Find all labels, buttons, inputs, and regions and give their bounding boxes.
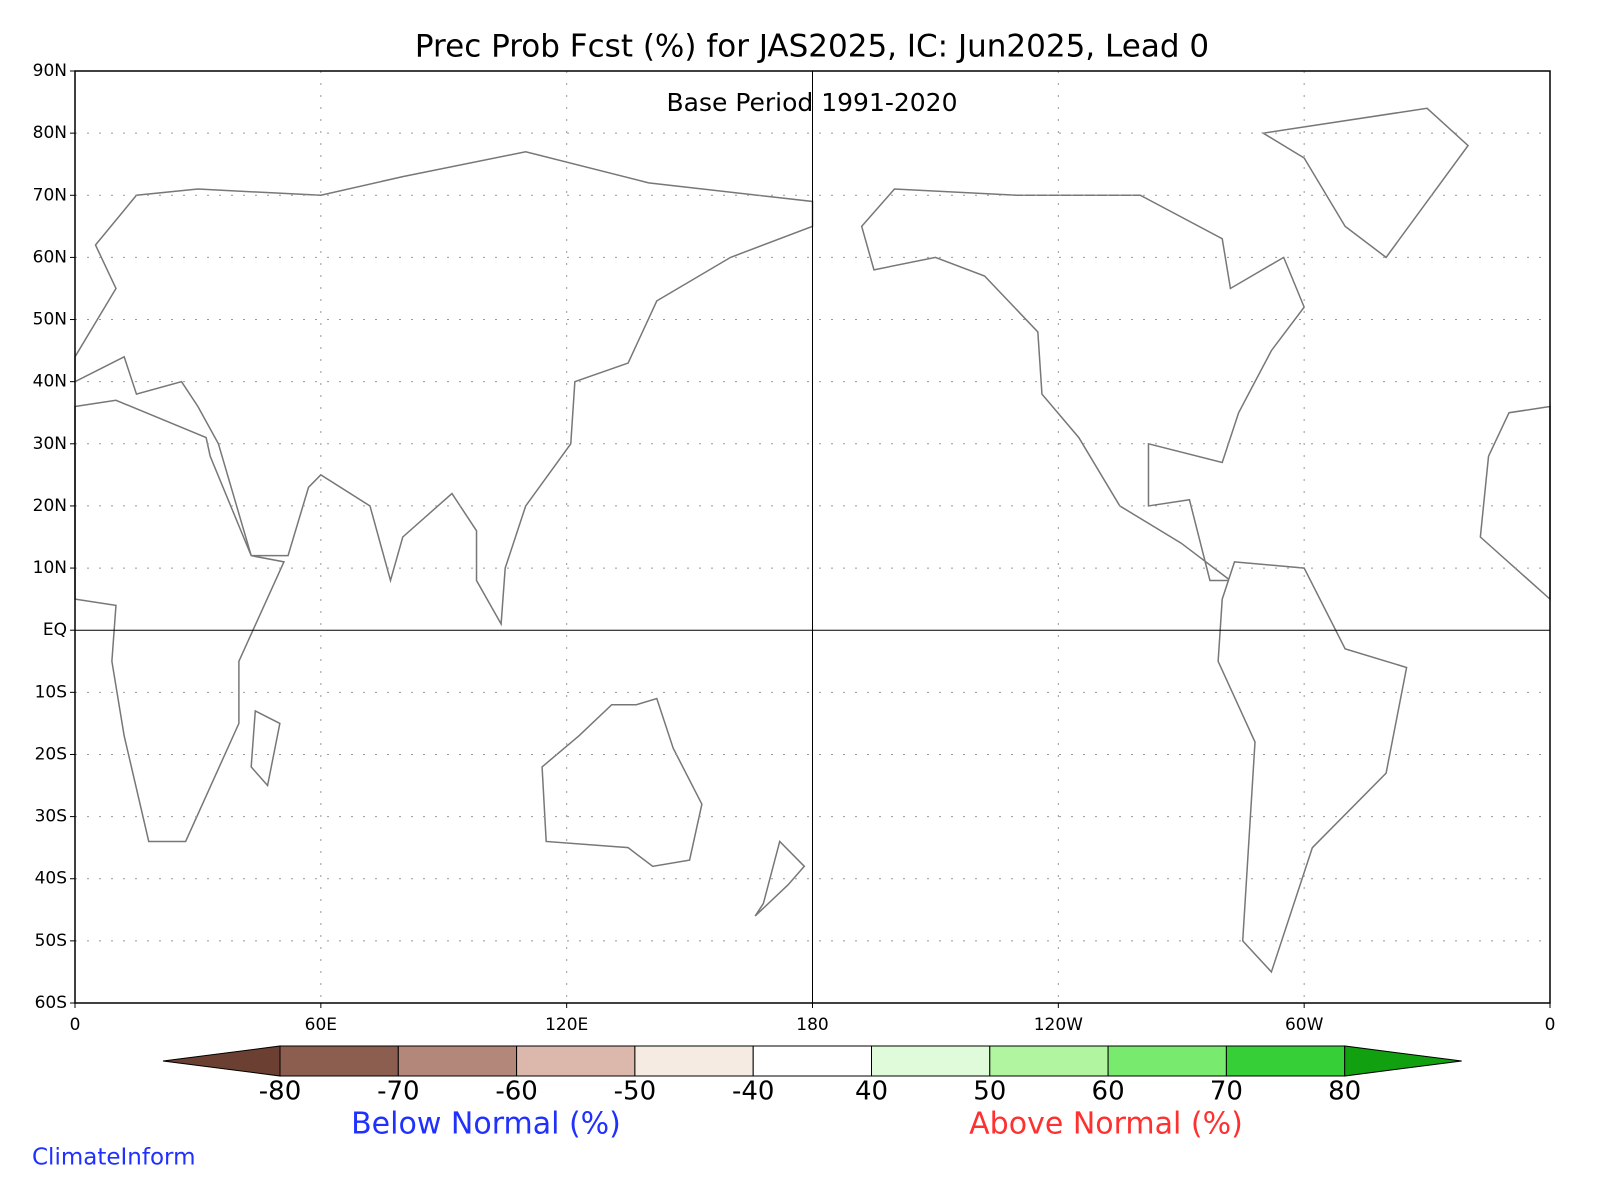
- colorbar-segment: [397, 1045, 518, 1077]
- y-tick-label: 80N: [33, 123, 67, 143]
- land: [74, 151, 814, 627]
- land: [1217, 561, 1408, 974]
- below-label: Below Normal (%): [351, 1107, 621, 1142]
- colorbar-segment: [634, 1045, 754, 1077]
- x-tick-label: 180: [796, 1015, 828, 1035]
- colorbar-tick-label: -80: [259, 1077, 301, 1107]
- land: [1261, 107, 1470, 259]
- y-tick-label: 50S: [35, 931, 67, 951]
- map-frame: [74, 70, 1551, 1004]
- y-tick-label: 10S: [35, 682, 67, 702]
- x-tick-label: 60W: [1285, 1015, 1324, 1035]
- x-tick-label: 120W: [1034, 1015, 1083, 1035]
- colorbar-tick-label: 60: [1092, 1077, 1125, 1107]
- colorbar-segment: [516, 1045, 636, 1077]
- y-tick-label: 30N: [33, 434, 67, 454]
- y-tick-label: 20S: [35, 744, 67, 764]
- y-tick-label: EQ: [43, 620, 67, 640]
- colorbar-segment: [752, 1045, 873, 1077]
- colorbar-tick-label: 70: [1210, 1077, 1243, 1107]
- colorbar-tick-label: 40: [855, 1077, 888, 1107]
- colorbar-tick-label: -60: [495, 1077, 537, 1107]
- colorbar-arrow: [162, 1045, 281, 1077]
- y-tick-label: 50N: [33, 310, 67, 330]
- x-tick-label: 120E: [545, 1015, 588, 1035]
- y-tick-label: 20N: [33, 496, 67, 516]
- colorbar-segment: [279, 1045, 399, 1077]
- x-tick-label: 0: [1545, 1015, 1556, 1035]
- colorbar-tick-label: 50: [973, 1077, 1006, 1107]
- colorbar-tick-label: -70: [377, 1077, 419, 1107]
- x-tick-label: 0: [70, 1015, 81, 1035]
- y-tick-label: 90N: [33, 61, 67, 81]
- y-tick-label: 40N: [33, 372, 67, 392]
- colorbar-arrow: [1344, 1045, 1462, 1077]
- y-tick-label: 60N: [33, 247, 67, 267]
- colorbar-segment: [871, 1045, 991, 1077]
- land: [1479, 405, 1551, 601]
- y-tick-label: 30S: [35, 807, 67, 827]
- y-tick-label: 10N: [33, 558, 67, 578]
- y-tick-label: 40S: [35, 869, 67, 889]
- land: [860, 188, 1306, 582]
- y-tick-label: 70N: [33, 185, 67, 205]
- y-tick-label: 60S: [35, 993, 67, 1013]
- colorbar-segment: [1107, 1045, 1227, 1077]
- colorbar-segment: [1225, 1045, 1346, 1077]
- above-label: Above Normal (%): [969, 1107, 1243, 1142]
- colorbar-tick-label: 80: [1328, 1077, 1361, 1107]
- colorbar-segment: [989, 1045, 1109, 1077]
- footer: ClimateInform: [32, 1145, 196, 1171]
- colorbar-tick-label: -40: [732, 1077, 774, 1107]
- x-tick-label: 60E: [305, 1015, 337, 1035]
- title: Prec Prob Fcst (%) for JAS2025, IC: Jun2…: [415, 29, 1209, 65]
- colorbar-tick-label: -50: [614, 1077, 656, 1107]
- land: [541, 697, 703, 868]
- land: [250, 709, 281, 788]
- land: [754, 839, 806, 917]
